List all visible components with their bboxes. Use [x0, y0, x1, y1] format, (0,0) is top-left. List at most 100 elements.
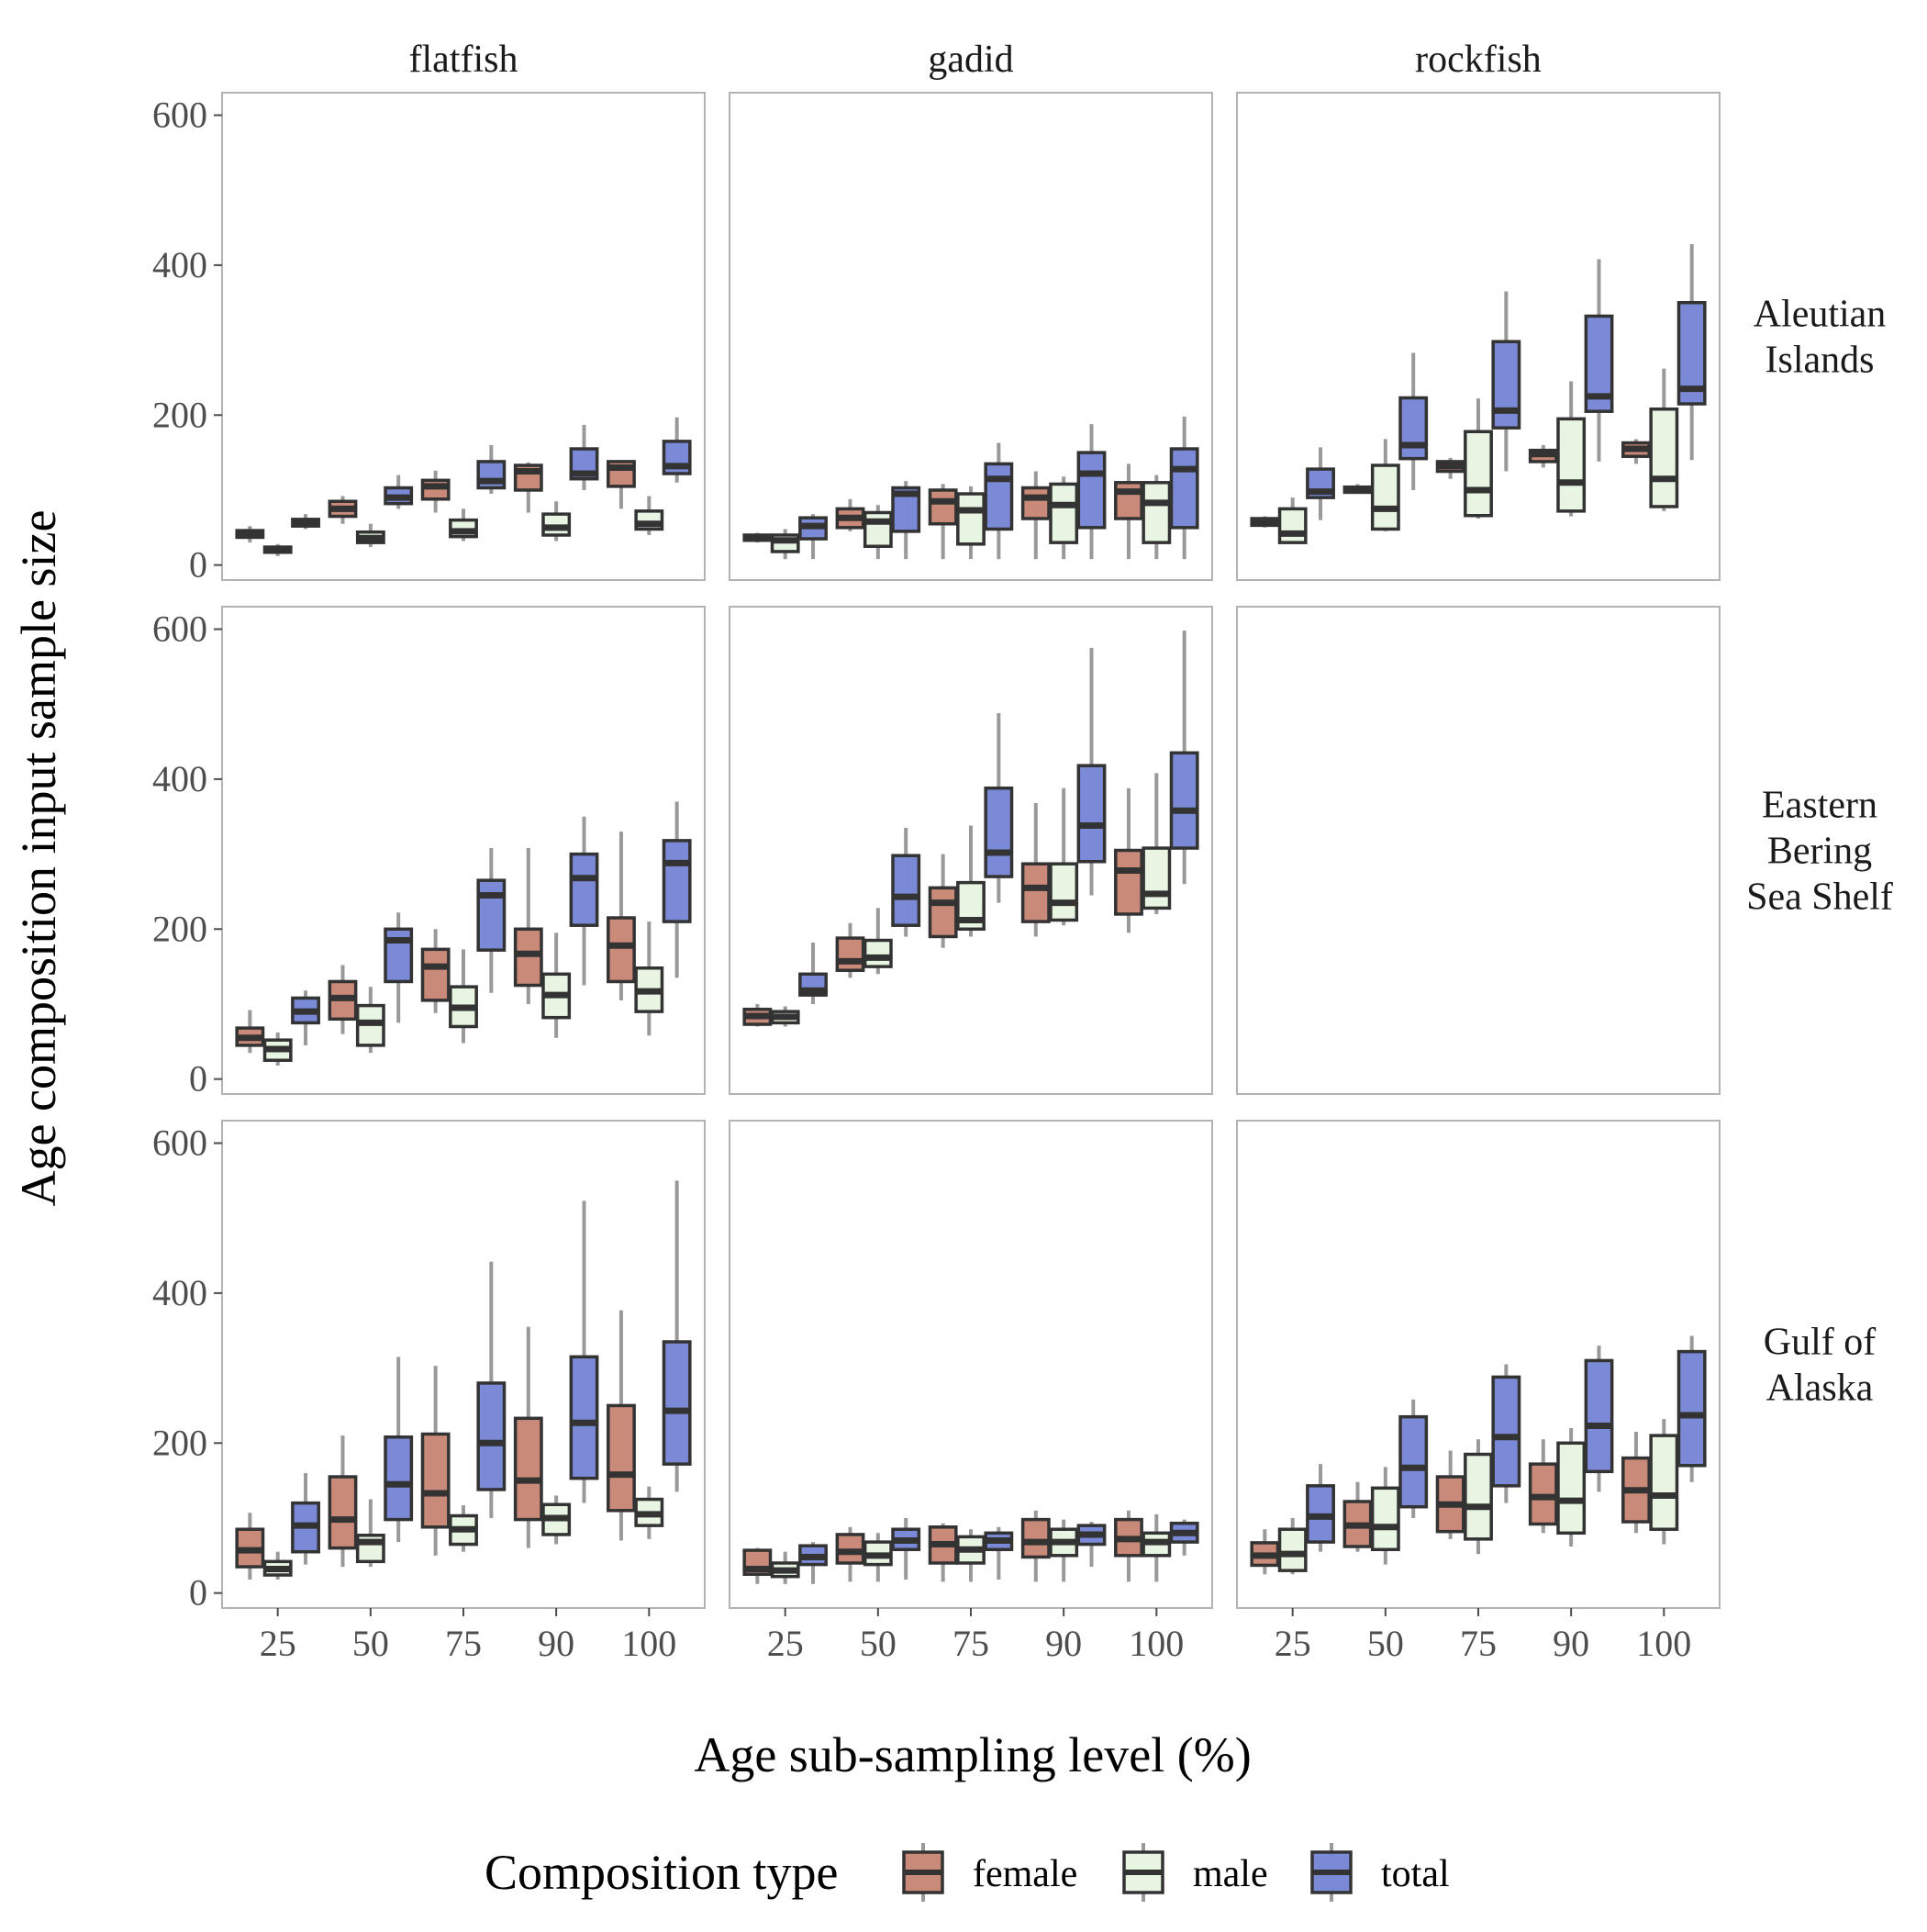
x-tick-label: 50 [860, 1623, 897, 1664]
facet-row-label-line: Aleutian [1754, 294, 1887, 336]
y-tick-label: 200 [152, 1422, 207, 1463]
box-female [1020, 862, 1051, 923]
box-male [1464, 1452, 1493, 1541]
x-tick-label: 25 [767, 1623, 804, 1664]
box-male [1142, 846, 1172, 910]
y-tick-label: 200 [152, 908, 207, 949]
box-female [1114, 481, 1143, 520]
box-female [1020, 1517, 1051, 1559]
box-total [1676, 1349, 1707, 1468]
x-tick-label: 100 [1129, 1623, 1184, 1664]
y-axis-title: Age composition input sample size [11, 510, 66, 1207]
box-total [1169, 751, 1199, 850]
legend-label-female: female [973, 1853, 1077, 1895]
box-male [1370, 463, 1400, 531]
box-female [1020, 486, 1051, 520]
facet-column-label-flatfish: flatfish [409, 39, 518, 81]
box-male [1649, 407, 1679, 508]
box-total [1076, 451, 1107, 530]
y-tick-label: 600 [152, 609, 207, 650]
legend: Composition type female male total [485, 1843, 1450, 1902]
box-total [384, 927, 414, 984]
box-female [928, 488, 958, 526]
panels-layer: flatfish gadid rockfish Aleutian Islands East… [152, 39, 1893, 1664]
y-tick-label: 0 [189, 1572, 207, 1614]
box-total [662, 1340, 692, 1466]
box-female [420, 947, 451, 1002]
box-male [1370, 1486, 1400, 1552]
box-total [569, 1355, 599, 1480]
box-male [1277, 507, 1308, 544]
box-male [1556, 417, 1587, 513]
x-tick-label: 25 [260, 1623, 296, 1664]
box-male [1649, 1434, 1679, 1531]
box-total [984, 786, 1014, 878]
x-axis-title: Age sub-sampling level (%) [694, 1727, 1251, 1782]
box-female [607, 1403, 636, 1513]
box-total [1491, 340, 1521, 430]
box-total [1398, 1414, 1429, 1509]
x-tick-label: 25 [1275, 1623, 1311, 1664]
facet-row-label-line: Gulf of [1764, 1322, 1876, 1364]
x-tick-label: 100 [621, 1623, 676, 1664]
box-male [1556, 1441, 1587, 1536]
box-female [1114, 848, 1143, 916]
box-total [569, 852, 599, 927]
box-total [1076, 764, 1107, 864]
facet-column-label-gadid: gadid [928, 39, 1013, 81]
facet-row-label-2: Gulf of Alaska [1764, 1322, 1876, 1410]
box-female [607, 916, 636, 984]
box-male [1464, 430, 1493, 518]
box-total [384, 1435, 414, 1522]
box-female [420, 1432, 451, 1529]
box-total [476, 1381, 507, 1491]
box-male [1142, 481, 1172, 544]
box-total [662, 839, 692, 923]
y-tick-label: 200 [152, 394, 207, 435]
facet-row-label-0: Aleutian Islands [1754, 294, 1887, 382]
box-total [476, 460, 507, 490]
y-tick-label: 0 [189, 1058, 207, 1100]
x-tick-label: 75 [445, 1623, 482, 1664]
box-male [1277, 1527, 1308, 1572]
box-total [476, 878, 507, 952]
facet-row-label-line: Bering [1767, 831, 1872, 873]
box-female [513, 927, 543, 988]
box-female [835, 936, 865, 972]
box-total [1398, 396, 1429, 461]
box-total [1169, 447, 1199, 530]
y-tick-label: 400 [152, 758, 207, 799]
facet-row-label-line: Islands [1765, 340, 1875, 382]
box-male [863, 938, 893, 968]
x-tick-label: 50 [352, 1623, 389, 1664]
legend-title: Composition type [485, 1845, 839, 1900]
box-male [956, 492, 986, 546]
x-tick-label: 90 [538, 1623, 574, 1664]
facet-row-label-line: Sea Shelf [1746, 877, 1893, 919]
x-tick-label: 50 [1367, 1623, 1404, 1664]
x-tick-label: 100 [1636, 1623, 1691, 1664]
facet-row-label-1: Eastern Bering Sea Shelf [1746, 785, 1893, 919]
box-female [513, 1416, 543, 1522]
y-tick-label: 600 [152, 95, 207, 136]
box-total [984, 462, 1014, 531]
panel-border [221, 92, 706, 581]
legend-label-male: male [1193, 1853, 1268, 1895]
x-tick-label: 90 [1553, 1623, 1589, 1664]
y-tick-label: 600 [152, 1122, 207, 1164]
x-tick-label: 75 [1460, 1623, 1497, 1664]
panel-border [1236, 606, 1721, 1095]
facet-row-label-line: Eastern [1762, 785, 1877, 827]
box-male [1049, 482, 1079, 544]
facet-column-label-rockfish: rockfish [1415, 39, 1542, 81]
box-male [1049, 862, 1079, 922]
box-male [863, 510, 893, 548]
box-total [1584, 1358, 1614, 1474]
x-tick-label: 75 [952, 1623, 989, 1664]
box-total [891, 854, 921, 927]
y-tick-label: 400 [152, 244, 207, 285]
legend-label-total: total [1381, 1853, 1450, 1895]
y-tick-label: 400 [152, 1272, 207, 1313]
